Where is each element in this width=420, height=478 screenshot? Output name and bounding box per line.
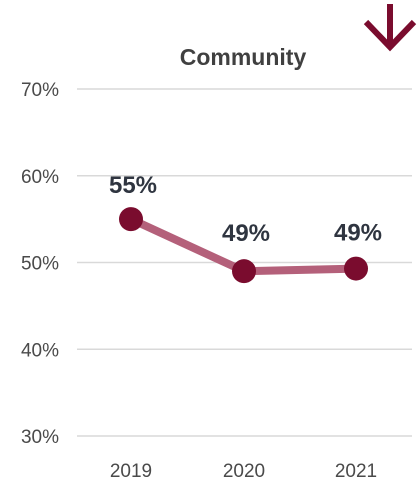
data-label: 55%	[109, 172, 157, 199]
series	[119, 207, 368, 284]
x-tick-label: 2021	[335, 461, 377, 478]
data-label: 49%	[222, 220, 270, 247]
x-tick-label: 2019	[110, 461, 152, 478]
y-tick-label: 40%	[21, 340, 59, 361]
data-point	[232, 259, 256, 284]
down-arrow-icon	[363, 4, 417, 52]
x-axis-ticks: 2019 2020 2021	[110, 461, 377, 478]
data-label: 49%	[334, 220, 382, 247]
x-tick-label: 2020	[223, 461, 265, 478]
data-point	[344, 256, 368, 281]
y-tick-label: 60%	[21, 167, 59, 188]
y-axis-ticks: 30% 40% 50% 60% 70%	[21, 80, 59, 448]
chart-title: Community	[180, 44, 307, 70]
data-labels: 55% 49% 49%	[109, 172, 382, 247]
data-point	[119, 207, 143, 232]
y-tick-label: 50%	[21, 254, 59, 275]
y-tick-label: 30%	[21, 427, 59, 448]
y-tick-label: 70%	[21, 80, 59, 101]
